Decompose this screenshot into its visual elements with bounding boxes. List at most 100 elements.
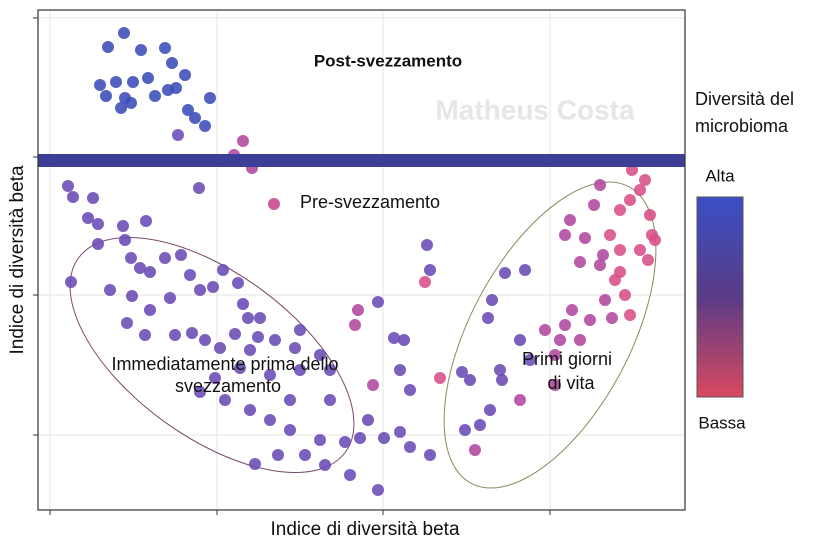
point xyxy=(214,342,226,354)
point xyxy=(344,469,356,481)
point xyxy=(559,229,571,241)
point xyxy=(404,384,416,396)
colorbar-title: Diversità del microbioma xyxy=(695,89,795,136)
point xyxy=(319,459,331,471)
point xyxy=(252,331,264,343)
point xyxy=(82,212,94,224)
point xyxy=(169,329,181,341)
watermark: Matheus Costa xyxy=(435,94,635,125)
point xyxy=(606,312,618,324)
point xyxy=(289,342,301,354)
point xyxy=(424,264,436,276)
point xyxy=(234,362,246,374)
point xyxy=(372,296,384,308)
point xyxy=(378,432,390,444)
colorbar xyxy=(696,196,744,398)
point xyxy=(564,214,576,226)
point xyxy=(159,252,171,264)
point xyxy=(494,364,506,376)
point xyxy=(110,76,122,88)
point xyxy=(149,90,161,102)
point xyxy=(514,334,526,346)
point xyxy=(554,334,566,346)
point xyxy=(117,220,129,232)
point xyxy=(242,312,254,324)
point xyxy=(349,319,361,331)
annotation-marker xyxy=(268,198,280,210)
point xyxy=(139,329,151,341)
point xyxy=(207,281,219,293)
point xyxy=(144,304,156,316)
point xyxy=(469,444,481,456)
point xyxy=(179,69,191,81)
point xyxy=(140,215,152,227)
point xyxy=(599,294,611,306)
point xyxy=(394,364,406,376)
point xyxy=(421,239,433,251)
point xyxy=(314,349,326,361)
point xyxy=(135,44,147,56)
point xyxy=(144,266,156,278)
point xyxy=(519,264,531,276)
point xyxy=(299,449,311,461)
point xyxy=(474,419,486,431)
point xyxy=(125,252,137,264)
point xyxy=(170,82,182,94)
point xyxy=(294,324,306,336)
point xyxy=(639,174,651,186)
point xyxy=(367,379,379,391)
point xyxy=(559,319,571,331)
point xyxy=(92,238,104,250)
point xyxy=(102,41,114,53)
point xyxy=(482,312,494,324)
point xyxy=(172,129,184,141)
point xyxy=(514,394,526,406)
point xyxy=(324,364,336,376)
point xyxy=(284,394,296,406)
point xyxy=(199,120,211,132)
point xyxy=(574,334,586,346)
point xyxy=(67,191,79,203)
point xyxy=(339,436,351,448)
point xyxy=(244,404,256,416)
point xyxy=(594,259,606,271)
point xyxy=(642,254,654,266)
point xyxy=(237,135,249,147)
point xyxy=(159,42,171,54)
point xyxy=(237,298,249,310)
point xyxy=(644,209,656,221)
point xyxy=(100,90,112,102)
point xyxy=(94,79,106,91)
point xyxy=(574,256,586,268)
point xyxy=(92,218,104,230)
plot-frame xyxy=(37,9,686,511)
point xyxy=(372,484,384,496)
point xyxy=(294,364,306,376)
annotation: Pre-svezzamento xyxy=(300,192,440,212)
point xyxy=(459,424,471,436)
point xyxy=(566,304,578,316)
point xyxy=(232,277,244,289)
point xyxy=(324,394,336,406)
point xyxy=(597,249,609,261)
point xyxy=(217,264,229,276)
point xyxy=(362,414,374,426)
point xyxy=(284,424,296,436)
point xyxy=(588,199,600,211)
point xyxy=(619,289,631,301)
colorbar-high-label: Alta xyxy=(705,166,735,185)
point xyxy=(194,386,206,398)
point xyxy=(614,266,626,278)
point xyxy=(204,92,216,104)
point xyxy=(624,309,636,321)
point xyxy=(624,194,636,206)
point xyxy=(249,458,261,470)
annotation: Primi giorni xyxy=(522,349,612,369)
point xyxy=(484,404,496,416)
point xyxy=(314,434,326,446)
point xyxy=(87,192,99,204)
point xyxy=(184,269,196,281)
point xyxy=(166,57,178,69)
